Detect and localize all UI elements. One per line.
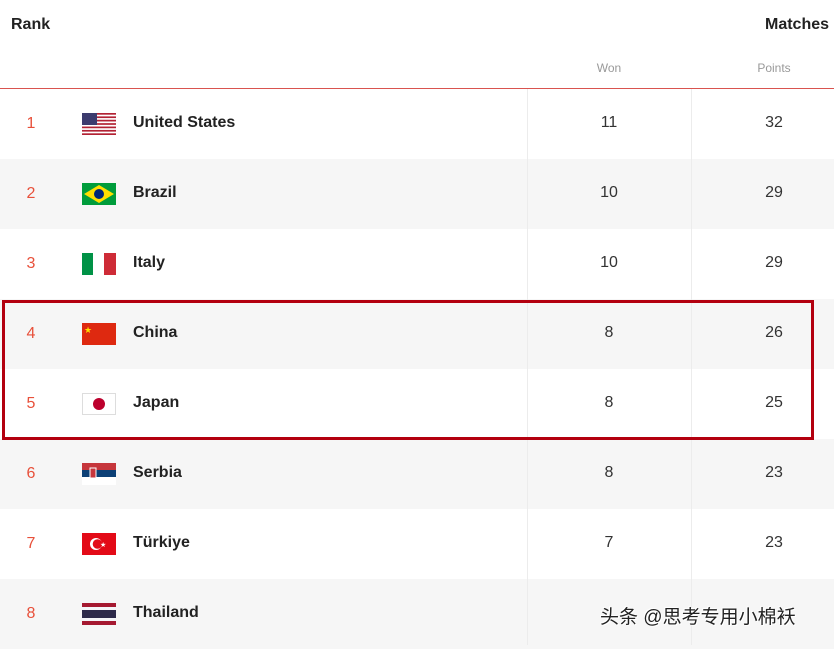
brazil-flag-icon <box>82 183 116 205</box>
thailand-flag-icon <box>82 603 116 625</box>
matches-header: Matches <box>765 16 830 33</box>
svg-text:★: ★ <box>100 541 106 549</box>
table-row[interactable]: 8 Thailand <box>0 579 834 649</box>
points-cell: 23 <box>765 464 783 481</box>
svg-text:★: ★ <box>84 325 92 335</box>
won-cell: 8 <box>604 464 614 481</box>
italy-flag-icon <box>82 253 116 275</box>
country-name: Türkiye <box>133 534 190 551</box>
points-cell: 32 <box>765 114 783 131</box>
table-row[interactable]: 6 Serbia 8 23 <box>0 439 834 509</box>
points-cell: 29 <box>765 184 783 201</box>
rank-cell: 8 <box>26 605 36 622</box>
points-header: Points <box>757 61 791 75</box>
table-row[interactable]: 4 ★ China 8 26 <box>0 299 834 369</box>
rank-header: Rank <box>11 16 51 33</box>
won-cell: 8 <box>604 324 614 341</box>
column-divider <box>691 89 692 645</box>
turkiye-flag-icon: ★ <box>82 533 116 555</box>
country-name: China <box>133 324 178 341</box>
won-cell: 11 <box>600 114 618 131</box>
country-name: Brazil <box>133 184 177 201</box>
column-divider <box>527 89 528 645</box>
won-cell: 10 <box>600 184 618 201</box>
won-header: Won <box>596 61 622 75</box>
won-cell: 8 <box>604 394 614 411</box>
table-row[interactable]: 5 Japan 8 25 <box>0 369 834 439</box>
rank-cell: 4 <box>26 325 36 342</box>
country-name: Japan <box>133 394 180 411</box>
points-cell: 23 <box>765 534 783 551</box>
won-cell: 7 <box>604 534 614 551</box>
rank-cell: 2 <box>26 185 36 202</box>
rank-cell: 1 <box>26 115 36 132</box>
serbia-flag-icon <box>82 463 116 485</box>
rank-cell: 7 <box>26 535 36 552</box>
table-row[interactable]: 1 United States 11 32 <box>0 89 834 159</box>
rank-cell: 6 <box>26 465 36 482</box>
country-name: Thailand <box>133 604 199 621</box>
rank-cell: 3 <box>26 255 36 272</box>
points-cell: 29 <box>765 254 783 271</box>
highlight-box <box>2 300 814 440</box>
country-name: Italy <box>133 254 166 271</box>
country-name: Serbia <box>133 464 182 481</box>
japan-flag-icon <box>82 393 116 415</box>
table-row[interactable]: 7 ★ Türkiye 7 23 <box>0 509 834 579</box>
rank-cell: 5 <box>26 395 36 412</box>
points-cell: 26 <box>765 324 783 341</box>
country-name: United States <box>133 114 236 131</box>
table-row[interactable]: 3 Italy 10 29 <box>0 229 834 299</box>
us-flag-icon <box>82 113 116 135</box>
points-cell: 25 <box>765 394 783 411</box>
table-row[interactable]: 2 Brazil 10 29 <box>0 159 834 229</box>
china-flag-icon: ★ <box>82 323 116 345</box>
won-cell: 10 <box>600 254 618 271</box>
watermark: 头条 @思考专用小棉袄 <box>600 607 796 628</box>
header-divider <box>0 88 834 89</box>
